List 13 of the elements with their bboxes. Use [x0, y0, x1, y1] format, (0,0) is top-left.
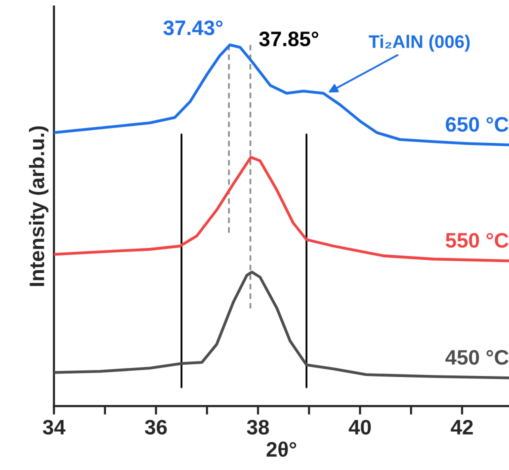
annotation: 37.43°: [163, 20, 222, 36]
series-label: 550 °C: [446, 232, 508, 248]
series-label: 450 °C: [445, 350, 508, 365]
x-tick-label: 36: [144, 420, 167, 435]
annotation: Ti₂AlN (006): [368, 34, 470, 52]
x-tick-label: 42: [450, 420, 473, 434]
y-axis-title: Intensity (arb.u.): [28, 126, 48, 286]
x-tick-label: 40: [348, 420, 371, 435]
series-label: 650 °C: [446, 117, 508, 132]
x-tick-label: 34: [42, 420, 66, 435]
x-axis-title: 2θ°: [266, 441, 296, 457]
annotation: 37.85°: [259, 32, 318, 46]
x-tick-label: 38: [246, 420, 269, 435]
